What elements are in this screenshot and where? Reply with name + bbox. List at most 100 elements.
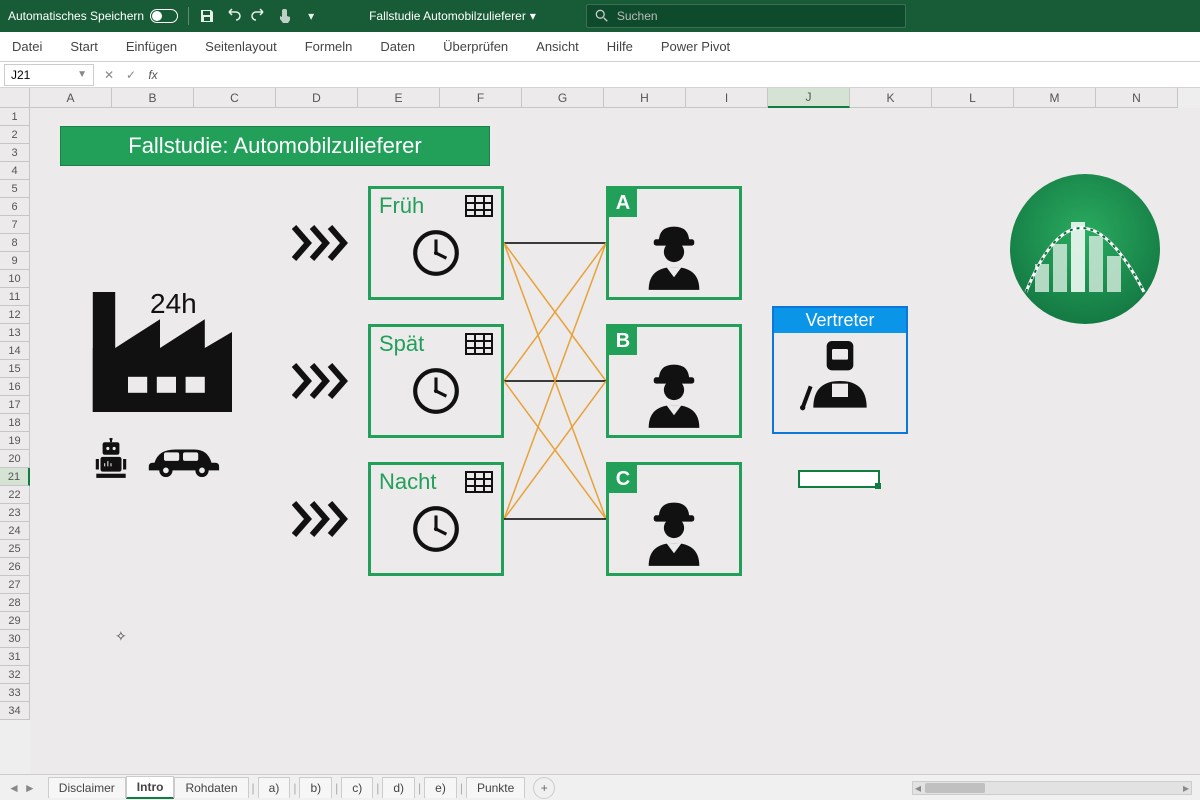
sheet-tab-d[interactable]: d)	[382, 777, 415, 798]
column-header[interactable]: C	[194, 88, 276, 108]
row-header[interactable]: 8	[0, 234, 30, 252]
row-header[interactable]: 14	[0, 342, 30, 360]
row-header[interactable]: 32	[0, 666, 30, 684]
select-all-corner[interactable]	[0, 88, 30, 108]
row-header[interactable]: 24	[0, 522, 30, 540]
column-header[interactable]: I	[686, 88, 768, 108]
horizontal-scrollbar[interactable]: ◂ ▸	[912, 781, 1192, 795]
column-header[interactable]: L	[932, 88, 1014, 108]
column-header[interactable]: H	[604, 88, 686, 108]
touch-icon[interactable]	[277, 8, 293, 24]
row-header[interactable]: 11	[0, 288, 30, 306]
column-header[interactable]: E	[358, 88, 440, 108]
filename[interactable]: Fallstudie Automobilzulieferer ▾	[369, 9, 536, 23]
row-header[interactable]: 9	[0, 252, 30, 270]
ribbon-tab-seitenlayout[interactable]: Seitenlayout	[203, 35, 279, 58]
accept-formula-icon[interactable]: ✓	[120, 68, 142, 82]
row-header[interactable]: 18	[0, 414, 30, 432]
name-box[interactable]: J21 ▼	[4, 64, 94, 86]
row-header[interactable]: 33	[0, 684, 30, 702]
shift-label: Spät	[379, 331, 424, 357]
toggle-switch[interactable]	[150, 9, 178, 23]
row-header[interactable]: 19	[0, 432, 30, 450]
row-header[interactable]: 28	[0, 594, 30, 612]
undo-icon[interactable]	[225, 8, 241, 24]
sheet-tab-b[interactable]: b)	[299, 777, 332, 798]
chevrons-icon	[292, 223, 352, 263]
ribbon-tab-datei[interactable]: Datei	[10, 35, 44, 58]
column-header[interactable]: M	[1014, 88, 1096, 108]
shift-label: Früh	[379, 193, 424, 219]
add-sheet-button[interactable]: +	[533, 777, 555, 799]
row-header[interactable]: 20	[0, 450, 30, 468]
sheet-nav-arrows[interactable]: ◄►	[8, 781, 36, 795]
row-header[interactable]: 6	[0, 198, 30, 216]
ribbon-tab-einfügen[interactable]: Einfügen	[124, 35, 179, 58]
formula-input[interactable]	[164, 64, 1200, 86]
chevrons-icon	[292, 361, 352, 401]
column-header[interactable]: N	[1096, 88, 1178, 108]
ribbon-tab-formeln[interactable]: Formeln	[303, 35, 355, 58]
sheet-tab-rohdaten[interactable]: Rohdaten	[174, 777, 248, 798]
redo-icon[interactable]	[251, 8, 267, 24]
column-header[interactable]: B	[112, 88, 194, 108]
ribbon-tab-start[interactable]: Start	[68, 35, 99, 58]
row-header[interactable]: 2	[0, 126, 30, 144]
worksheet-grid[interactable]: ABCDEFGHIJKLMN 1234567891011121314151617…	[0, 88, 1200, 774]
sheet-tab-intro[interactable]: Intro	[126, 776, 175, 799]
row-header[interactable]: 30	[0, 630, 30, 648]
ribbon-tab-power pivot[interactable]: Power Pivot	[659, 35, 732, 58]
row-header[interactable]: 21	[0, 468, 30, 486]
ribbon-tab-daten[interactable]: Daten	[378, 35, 417, 58]
row-header[interactable]: 31	[0, 648, 30, 666]
row-header[interactable]: 16	[0, 378, 30, 396]
search-box[interactable]: Suchen	[586, 4, 906, 28]
row-header[interactable]: 1	[0, 108, 30, 126]
row-header[interactable]: 5	[0, 180, 30, 198]
cancel-formula-icon[interactable]: ✕	[98, 68, 120, 82]
cell-canvas[interactable]: Fallstudie: Automobilzulieferer 24h	[30, 108, 1200, 774]
fx-icon[interactable]: fx	[142, 68, 164, 82]
column-header[interactable]: A	[30, 88, 112, 108]
scrollbar-thumb[interactable]	[925, 783, 985, 793]
row-header[interactable]: 29	[0, 612, 30, 630]
autosave-label: Automatisches Speichern	[8, 9, 144, 23]
operator-badge: B	[609, 327, 637, 355]
column-header[interactable]: F	[440, 88, 522, 108]
row-header[interactable]: 12	[0, 306, 30, 324]
row-header[interactable]: 7	[0, 216, 30, 234]
operator-badge: C	[609, 465, 637, 493]
ribbon-tab-hilfe[interactable]: Hilfe	[605, 35, 635, 58]
save-icon[interactable]	[199, 8, 215, 24]
row-header[interactable]: 23	[0, 504, 30, 522]
row-header[interactable]: 27	[0, 576, 30, 594]
row-header[interactable]: 4	[0, 162, 30, 180]
sheet-tab-e[interactable]: e)	[424, 777, 457, 798]
sheet-tab-a[interactable]: a)	[258, 777, 291, 798]
dropdown-icon[interactable]: ▾	[303, 8, 319, 24]
row-header[interactable]: 15	[0, 360, 30, 378]
row-header[interactable]: 17	[0, 396, 30, 414]
autosave-toggle[interactable]: Automatisches Speichern	[8, 9, 178, 23]
row-header[interactable]: 26	[0, 558, 30, 576]
row-header[interactable]: 3	[0, 144, 30, 162]
sheet-tab-punkte[interactable]: Punkte	[466, 777, 525, 798]
search-placeholder: Suchen	[617, 9, 658, 23]
row-header[interactable]: 22	[0, 486, 30, 504]
column-header[interactable]: K	[850, 88, 932, 108]
sheet-tab-c[interactable]: c)	[341, 777, 373, 798]
column-header[interactable]: J	[768, 88, 850, 108]
row-header[interactable]: 34	[0, 702, 30, 720]
row-header[interactable]: 10	[0, 270, 30, 288]
shift-box-früh: Früh	[368, 186, 504, 300]
ribbon-tab-ansicht[interactable]: Ansicht	[534, 35, 581, 58]
column-header[interactable]: D	[276, 88, 358, 108]
row-header[interactable]: 25	[0, 540, 30, 558]
operator-box-b: B	[606, 324, 742, 438]
worker-icon	[609, 355, 739, 435]
row-header[interactable]: 13	[0, 324, 30, 342]
ribbon-tab-überprüfen[interactable]: Überprüfen	[441, 35, 510, 58]
column-header[interactable]: G	[522, 88, 604, 108]
cell-cursor-icon: ✧	[115, 628, 127, 645]
sheet-tab-disclaimer[interactable]: Disclaimer	[48, 777, 126, 798]
